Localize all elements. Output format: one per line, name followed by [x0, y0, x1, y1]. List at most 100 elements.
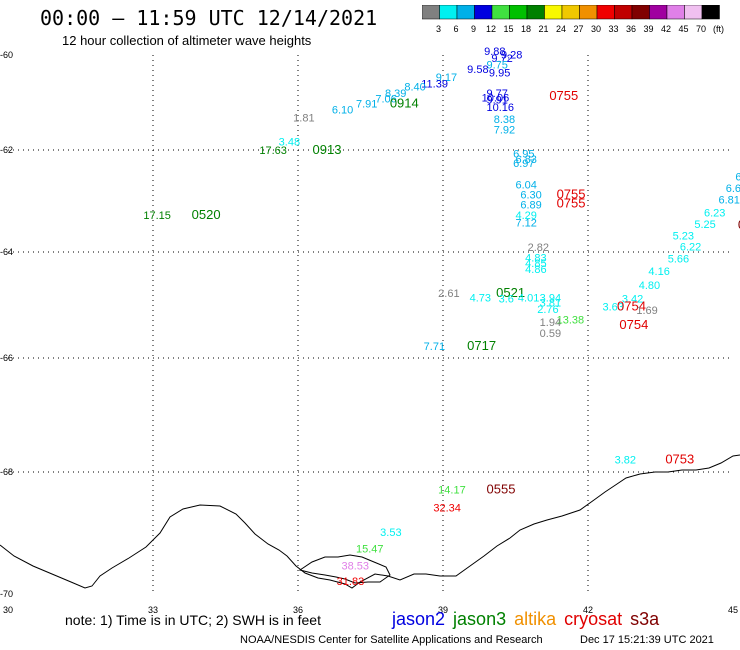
colorbar-label: 9 — [471, 24, 476, 34]
wave-height-label: 32.34 — [433, 503, 461, 515]
wave-height-label: 3.81 — [540, 298, 561, 310]
legend-item-cryosat: cryosat — [564, 609, 623, 629]
wave-height-label: 7.92 — [494, 124, 515, 136]
wave-height-label: 3.42 — [622, 293, 643, 305]
wave-height-label: 4.01 — [518, 292, 539, 304]
observation-labels: 9.889.289.729.759.58 9.959.1711.398.408.3… — [143, 46, 740, 588]
colorbar-label: 3 — [436, 24, 441, 34]
footer-note: note: 1) Time is in UTC; 2) SWH is in fe… — [65, 612, 321, 628]
legend-item-jason3: jason3 — [453, 609, 507, 629]
colorbar-label: 36 — [626, 24, 636, 34]
pass-time-label: 0555 — [738, 217, 740, 232]
legend-item-altika: altika — [514, 609, 557, 629]
wave-height-label: 4.85 — [525, 258, 546, 270]
wave-height-label: 9.75 — [487, 59, 508, 71]
colorbar-label: 6 — [453, 24, 458, 34]
lat-tick-label: -62 — [0, 145, 13, 155]
wave-height-label: 10.06 — [482, 93, 510, 105]
lat-tick-label: -60 — [0, 50, 13, 60]
wave-height-label: 4.83 — [525, 253, 546, 265]
colorbar-label: 30 — [591, 24, 601, 34]
pass-time-label: 0555 — [487, 481, 516, 496]
wave-height-label: 9.72 — [491, 53, 512, 65]
wave-height-colorbar: 3 6 9 12 15 18 21 24 27 30 33 36 39 42 45 70 (ft) — [422, 5, 724, 34]
wave-height-label: 7.71 — [424, 341, 445, 353]
wave-height-label: 4.73 — [470, 292, 491, 304]
colorbar-label: 24 — [556, 24, 566, 34]
wave-height-label: 4.86 — [525, 264, 546, 276]
wave-height-label: 8.40 — [404, 82, 425, 94]
lat-tick-label: -64 — [0, 247, 13, 257]
antarctic-coastline — [0, 454, 740, 589]
wave-height-label: 3.48 — [279, 136, 300, 148]
lon-tick-label: 36 — [293, 605, 303, 615]
pass-time-label: 0913 — [313, 142, 342, 157]
wave-height-label: 17.63 — [259, 145, 287, 157]
wave-height-label: 1.81 — [293, 113, 314, 125]
colorbar-label: 42 — [661, 24, 671, 34]
wave-height-label: 10.16 — [487, 102, 515, 114]
wave-height-label: 1.94 — [540, 317, 561, 329]
wave-height-label: 6.10 — [332, 104, 353, 116]
lat-lon-grid — [8, 55, 733, 594]
pass-time-label: 0755 — [557, 186, 586, 201]
chart-subtitle: 12 hour collection of altimeter wave hei… — [62, 33, 312, 48]
wave-height-label: 2.82 — [528, 242, 549, 254]
wave-height-label: 13.38 — [557, 315, 585, 327]
wave-height-label: 6.22 — [680, 241, 701, 253]
wave-height-label: 6.95 — [513, 149, 534, 161]
lon-tick-label: 39 — [438, 605, 448, 615]
pass-time-label: 0753 — [665, 451, 694, 466]
wave-height-label: 3.53 — [380, 527, 401, 539]
wave-height-label: 6.68 — [726, 183, 740, 195]
wave-height-label: 5.23 — [673, 230, 694, 242]
wave-height-label: 7.91 — [356, 98, 377, 110]
wave-height-label: 31.83 — [337, 576, 365, 588]
legend-item-jason2: jason2 — [392, 609, 446, 629]
wave-height-label: 6.89 — [520, 200, 541, 212]
wave-height-label: 9.91 — [487, 94, 508, 106]
axis-labels: -60 -62 -64 -66 -68 -70 30 33 36 39 42 45 — [0, 50, 738, 615]
wave-height-label: 4.29 — [516, 210, 537, 222]
wave-height-label: 5.66 — [668, 254, 689, 266]
colorbar-label: 45 — [678, 24, 688, 34]
pass-time-label: 0914 — [390, 95, 419, 110]
wave-height-label: 9.58 — [467, 64, 488, 76]
colorbar-label: 12 — [486, 24, 496, 34]
chart-title: 00:00 – 11:59 UTC 12/14/2021 — [40, 6, 378, 30]
wave-height-label: 7.12 — [516, 218, 537, 230]
wave-height-label: 0.59 — [540, 328, 561, 340]
colorbar-label: 33 — [608, 24, 618, 34]
pass-time-label: 0520 — [192, 207, 221, 222]
wave-height-label: 1.69 — [636, 305, 657, 317]
wave-height-label: 11.39 — [421, 78, 448, 90]
wave-height-label: 6.23 — [704, 207, 725, 219]
lon-tick-label: 33 — [148, 605, 158, 615]
lon-tick-label: 30 — [3, 605, 13, 615]
wave-height-label: 15.47 — [356, 544, 384, 556]
wave-height-label: 8.39 — [385, 88, 406, 100]
wave-height-label: 3.94 — [540, 292, 561, 304]
wave-height-label: 7.06 — [375, 94, 396, 106]
wave-height-label: 8.38 — [494, 114, 515, 126]
colorbar-label: 15 — [503, 24, 513, 34]
wave-height-label: 6.30 — [520, 189, 541, 201]
colorbar-label: 21 — [538, 24, 548, 34]
pass-time-label: 0717 — [467, 338, 496, 353]
pass-time-label: 0754 — [617, 298, 646, 313]
colorbar-label: 39 — [643, 24, 653, 34]
lat-tick-label: -66 — [0, 353, 13, 363]
satellite-legend: jason2 jason3 altika cryosat s3a — [392, 609, 667, 630]
wave-height-label: 9.95 — [489, 67, 510, 79]
wave-height-label: 6.83 — [516, 154, 537, 166]
legend-item-s3a: s3a — [630, 609, 660, 629]
wave-height-label: 6.97 — [513, 158, 534, 170]
wave-height-label: 3.63 — [603, 301, 624, 313]
wave-height-label: 6.85 — [735, 172, 740, 184]
wave-height-label: 6.81 — [719, 195, 740, 207]
lat-tick-label: -70 — [0, 589, 13, 599]
lon-tick-label: 42 — [583, 605, 593, 615]
pass-time-label: 0754 — [619, 317, 648, 332]
wave-height-label: 3.6 — [499, 293, 514, 305]
lon-tick-label: 45 — [728, 605, 738, 615]
